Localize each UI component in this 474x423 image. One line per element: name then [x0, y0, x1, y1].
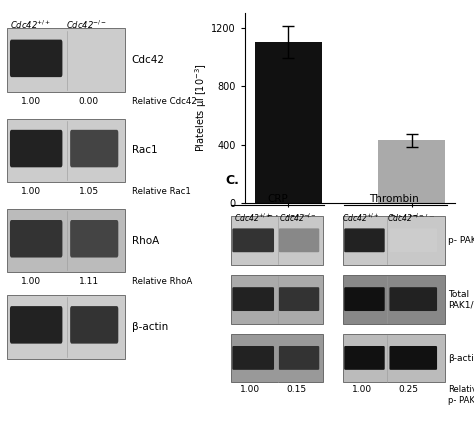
FancyBboxPatch shape	[70, 130, 118, 168]
FancyBboxPatch shape	[390, 228, 437, 252]
FancyBboxPatch shape	[232, 228, 274, 252]
Text: 0.25: 0.25	[399, 385, 419, 395]
Text: β-actin: β-actin	[448, 354, 474, 363]
Text: Cdc42$^{+/+}$: Cdc42$^{+/+}$	[10, 18, 51, 30]
Text: Relative Rac1: Relative Rac1	[132, 187, 191, 196]
FancyBboxPatch shape	[232, 287, 274, 311]
Text: Relative Cdc42: Relative Cdc42	[132, 97, 197, 106]
Text: β-actin: β-actin	[132, 322, 168, 332]
Text: 1.00: 1.00	[21, 187, 41, 196]
FancyBboxPatch shape	[10, 220, 63, 258]
Bar	[7, 209, 126, 272]
Bar	[343, 217, 446, 265]
Bar	[7, 295, 126, 359]
Bar	[7, 119, 126, 182]
Y-axis label: Platelets µl [10$^{-3}$]: Platelets µl [10$^{-3}$]	[193, 63, 209, 152]
Text: Cdc42: Cdc42	[132, 55, 165, 65]
Text: Cdc42$^{+/+}$: Cdc42$^{+/+}$	[234, 211, 271, 223]
FancyBboxPatch shape	[279, 228, 319, 252]
Text: 1.00: 1.00	[21, 97, 41, 106]
Bar	[343, 275, 446, 324]
FancyBboxPatch shape	[344, 287, 385, 311]
Text: Cdc42$^{-/-}$: Cdc42$^{-/-}$	[387, 211, 425, 223]
FancyBboxPatch shape	[344, 346, 385, 370]
Text: Relative RhoA: Relative RhoA	[132, 277, 192, 286]
Text: Cdc42$^{-/-}$: Cdc42$^{-/-}$	[279, 211, 317, 223]
FancyBboxPatch shape	[279, 346, 319, 370]
FancyBboxPatch shape	[279, 287, 319, 311]
Text: Total
PAK1/2: Total PAK1/2	[448, 290, 474, 309]
FancyBboxPatch shape	[70, 306, 118, 343]
Bar	[231, 217, 323, 265]
Bar	[343, 334, 446, 382]
Text: Cdc42$^{-/-}$: Cdc42$^{-/-}$	[66, 18, 107, 30]
FancyBboxPatch shape	[390, 287, 437, 311]
Bar	[378, 140, 446, 203]
Text: 1.11: 1.11	[79, 277, 99, 286]
FancyBboxPatch shape	[10, 306, 63, 343]
FancyBboxPatch shape	[232, 346, 274, 370]
Bar	[231, 334, 323, 382]
FancyBboxPatch shape	[344, 228, 385, 252]
Text: Cdc42$^{+/+}$: Cdc42$^{+/+}$	[342, 211, 380, 223]
FancyBboxPatch shape	[10, 40, 63, 77]
Text: Rac1: Rac1	[132, 146, 157, 156]
Text: 1.05: 1.05	[79, 187, 99, 196]
Text: 1.00: 1.00	[352, 385, 372, 395]
Text: CRP: CRP	[267, 194, 288, 204]
Bar	[255, 42, 322, 203]
Text: Relative
p- PAK1/2: Relative p- PAK1/2	[448, 385, 474, 405]
Text: 0.00: 0.00	[79, 97, 99, 106]
Text: 1.00: 1.00	[21, 277, 41, 286]
FancyBboxPatch shape	[70, 220, 118, 258]
FancyBboxPatch shape	[10, 130, 63, 168]
Text: 1.00: 1.00	[240, 385, 260, 395]
Text: 0.15: 0.15	[287, 385, 307, 395]
Text: Thrombin: Thrombin	[369, 194, 419, 204]
Text: RhoA: RhoA	[132, 236, 159, 246]
FancyBboxPatch shape	[390, 346, 437, 370]
Text: C.: C.	[225, 174, 239, 187]
Bar	[7, 28, 126, 92]
Bar	[231, 275, 323, 324]
Text: p- PAK1/2: p- PAK1/2	[448, 236, 474, 245]
